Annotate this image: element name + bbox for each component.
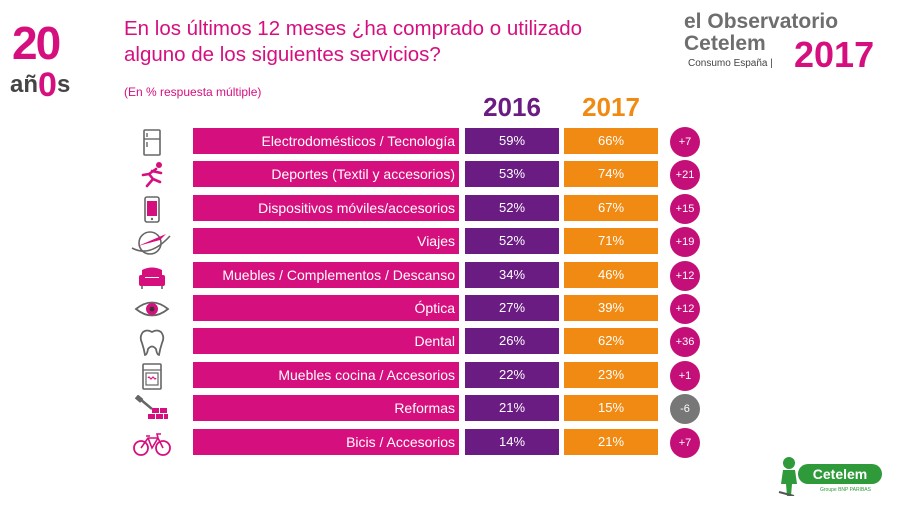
tooth-icon [139, 329, 165, 357]
value-2016: 52% [465, 228, 559, 255]
column-header-2016: 2016 [483, 92, 541, 122]
row-label: Viajes [193, 228, 459, 255]
row-label: Dispositivos móviles/accesorios [193, 194, 459, 221]
value-2016: 22% [465, 361, 559, 388]
value-2017: 39% [564, 295, 658, 321]
cetelem-tagline: Groupe BNP PARIBAS [820, 487, 871, 493]
fridge-icon [143, 129, 161, 156]
value-2016: 34% [465, 261, 559, 288]
row-label: Muebles / Complementos / Descanso [193, 261, 459, 288]
difference-badge: +36 [670, 327, 700, 358]
value-2017: 21% [564, 428, 658, 455]
difference-badge: +1 [670, 360, 700, 391]
eye-icon [134, 301, 170, 317]
value-2016: 59% [465, 128, 559, 154]
value-2016: 52% [465, 194, 559, 221]
row-label: Óptica [193, 295, 459, 321]
observatorio-year: 2017 [794, 34, 875, 75]
difference-badge: -6 [670, 394, 700, 425]
difference-badge: +19 [670, 227, 700, 258]
difference-badge: +12 [670, 260, 700, 291]
value-2017: 62% [564, 328, 658, 355]
logo-anos-word: añ0s [10, 66, 71, 104]
observatorio-line1: el Observatorio [684, 10, 839, 33]
page-subtitle: (En % respuesta múltiple) [124, 85, 262, 99]
difference-badge: +15 [670, 193, 700, 224]
difference-badge: +12 [670, 294, 700, 324]
row-label: Bicis / Accesorios [193, 428, 459, 455]
plane-globe-icon [131, 231, 171, 255]
value-2017: 74% [564, 161, 658, 188]
cetelem-mascot-icon [778, 457, 797, 496]
value-2017: 66% [564, 128, 658, 154]
value-2016: 26% [465, 328, 559, 355]
mobile-phone-icon [144, 195, 160, 223]
row-label: Muebles cocina / Accesorios [193, 361, 459, 388]
runner-icon [141, 162, 163, 188]
row-label: Dental [193, 328, 459, 355]
row-label: Deportes (Textil y accesorios) [193, 161, 459, 188]
difference-badge: +7 [670, 427, 700, 458]
bicycle-icon [133, 432, 171, 456]
logo-20-number: 20 [12, 17, 61, 69]
brick-wall-icon [134, 395, 168, 420]
20-anos-logo: 20 añ0s [8, 17, 100, 104]
value-2016: 21% [465, 395, 559, 422]
value-2017: 67% [564, 194, 658, 221]
difference-badge: +21 [670, 160, 700, 191]
row-label: Electrodomésticos / Tecnología [193, 128, 459, 154]
value-2016: 27% [465, 295, 559, 321]
value-2016: 53% [465, 161, 559, 188]
value-2017: 46% [564, 261, 658, 288]
difference-badge: +7 [670, 127, 700, 157]
cetelem-brand-name: Cetelem [798, 464, 882, 484]
value-2016: 14% [465, 428, 559, 455]
page-title: En los últimos 12 meses ¿ha comprado o u… [124, 17, 583, 66]
value-2017: 71% [564, 228, 658, 255]
column-header-2017: 2017 [582, 92, 640, 122]
observatorio-line3: Consumo España | [688, 58, 773, 69]
oven-icon [142, 362, 162, 390]
armchair-icon [139, 267, 165, 289]
row-label: Reformas [193, 395, 459, 422]
value-2017: 15% [564, 395, 658, 422]
observatorio-line2: Cetelem [684, 32, 766, 55]
value-2017: 23% [564, 361, 658, 388]
observatorio-logo: el Observatorio Cetelem Consumo España |… [684, 10, 894, 76]
cetelem-logo: Cetelem Groupe BNP PARIBAS [776, 456, 886, 496]
